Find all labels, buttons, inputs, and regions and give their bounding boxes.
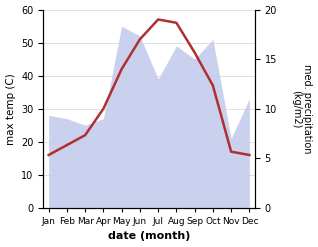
X-axis label: date (month): date (month) xyxy=(108,231,190,242)
Y-axis label: med. precipitation
(kg/m2): med. precipitation (kg/m2) xyxy=(291,64,313,153)
Y-axis label: max temp (C): max temp (C) xyxy=(5,73,16,144)
